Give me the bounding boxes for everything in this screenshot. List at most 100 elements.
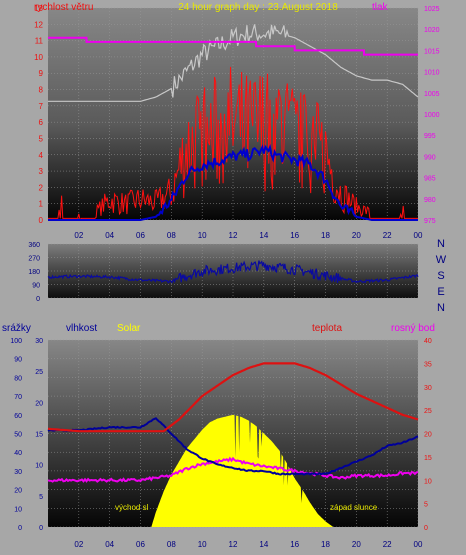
rain-tick-label: 30 [14, 469, 22, 476]
wind-speed-axis-title: rychlost větru [34, 2, 93, 13]
series-temperature [47, 362, 419, 433]
temperature-tick-label: 40 [424, 338, 432, 345]
rain-tick-label: 100 [10, 338, 22, 345]
x-tick-label: 20 [352, 231, 361, 240]
chart-title: 24 hour graph day : 23.August 2018 [178, 2, 338, 13]
x-tick-label: 08 [167, 540, 176, 549]
x-tick-label: 06 [136, 540, 145, 549]
x-tick-label: 04 [105, 540, 114, 549]
pressure-tick-label: 990 [424, 154, 436, 161]
x-tick-label: 14 [259, 540, 268, 549]
rain-tick-label: 0 [18, 525, 22, 532]
series-dewpoint [47, 456, 419, 483]
series-grey-trace [48, 24, 419, 102]
wind-speed-tick-label: 6 [39, 118, 44, 127]
x-tick-label: 10 [198, 231, 207, 240]
wind-speed-tick-label: 1 [39, 200, 44, 209]
x-tick-label: 16 [290, 231, 299, 240]
pressure-tick-label: 1010 [424, 70, 440, 77]
pressure-tick-label: 1000 [424, 112, 440, 119]
x-tick-label: 22 [383, 231, 392, 240]
x-tick-label: 12 [229, 540, 238, 549]
sunrise-label: východ sl [115, 503, 149, 512]
humidity-tick-label: 15 [35, 432, 43, 439]
humidity-tick-label: 30 [35, 338, 43, 345]
series-wind-direction [47, 260, 419, 284]
compass-w: W [436, 254, 447, 266]
rain-tick-label: 80 [14, 375, 22, 382]
pressure-tick-label: 985 [424, 176, 436, 183]
x-tick-label: 08 [167, 231, 176, 240]
series-wind-average [48, 143, 418, 221]
x-tick-label: 14 [259, 231, 268, 240]
humidity-tick-label: 20 [35, 400, 43, 407]
temperature-tick-label: 30 [424, 385, 432, 392]
rain-tick-label: 90 [14, 357, 22, 364]
temperature-tick-label: 5 [424, 502, 428, 509]
temperature-tick-label: 10 [424, 478, 432, 485]
direction-tick-label: 0 [36, 296, 40, 303]
wind-speed-tick-label: 2 [39, 183, 44, 192]
direction-tick-label: 270 [28, 256, 40, 263]
pressure-tick-label: 1020 [424, 27, 440, 34]
rain-tick-label: 70 [14, 394, 22, 401]
wind-speed-tick-label: 8 [39, 86, 44, 95]
wind-speed-tick-label: 13 [34, 4, 43, 13]
pressure-tick-label: 995 [424, 133, 436, 140]
wind-speed-tick-label: 10 [34, 53, 43, 62]
series-solar [151, 414, 334, 527]
x-tick-label: 18 [321, 231, 330, 240]
x-tick-label: 10 [198, 540, 207, 549]
wind-speed-tick-label: 5 [39, 134, 44, 143]
x-tick-label: 12 [229, 231, 238, 240]
rain-tick-label: 60 [14, 413, 22, 420]
rain-tick-label: 10 [14, 506, 22, 513]
rain-axis-title: srážky [2, 323, 31, 334]
pressure-tick-label: 1005 [424, 91, 440, 98]
x-tick-label: 20 [352, 540, 361, 549]
series-humidity [47, 417, 419, 476]
pressure-axis-title: tlak [372, 2, 389, 13]
temperature-tick-label: 20 [424, 432, 432, 439]
pressure-tick-label: 1025 [424, 6, 440, 13]
temperature-tick-label: 15 [424, 455, 432, 462]
humidity-axis-title: vlhkost [66, 323, 97, 334]
temperature-axis-title: teplota [312, 323, 342, 334]
x-tick-label: 16 [290, 540, 299, 549]
wind-speed-tick-label: 0 [39, 216, 44, 225]
direction-tick-label: 360 [28, 242, 40, 249]
sunset-label: západ slunce [330, 503, 378, 512]
direction-tick-label: 180 [28, 269, 40, 276]
temperature-tick-label: 25 [424, 408, 432, 415]
compass-n-bottom: N [437, 302, 445, 314]
pressure-tick-label: 980 [424, 197, 436, 204]
dewpoint-axis-title: rosný bod [391, 323, 435, 334]
pressure-tick-label: 975 [424, 218, 436, 225]
x-tick-label: 22 [383, 540, 392, 549]
rain-tick-label: 40 [14, 450, 22, 457]
pressure-tick-label: 1015 [424, 48, 440, 55]
rain-tick-label: 20 [14, 488, 22, 495]
wind-speed-tick-label: 12 [34, 20, 43, 29]
compass-s: S [437, 270, 444, 282]
compass-e: E [437, 286, 444, 298]
wind-speed-tick-label: 9 [39, 69, 44, 78]
wind-speed-tick-label: 7 [39, 102, 44, 111]
humidity-tick-label: 0 [39, 525, 43, 532]
x-tick-label: 00 [414, 540, 423, 549]
wind-speed-tick-label: 3 [39, 167, 44, 176]
humidity-tick-label: 5 [39, 494, 43, 501]
compass-n-top: N [437, 238, 445, 250]
temperature-tick-label: 35 [424, 361, 432, 368]
wind-speed-tick-label: 4 [39, 151, 44, 160]
direction-tick-label: 90 [32, 283, 40, 290]
x-tick-label: 00 [414, 231, 423, 240]
x-tick-label: 06 [136, 231, 145, 240]
x-tick-label: 02 [74, 231, 83, 240]
humidity-tick-label: 25 [35, 369, 43, 376]
solar-axis-title: Solar [117, 323, 141, 334]
series-pressure [48, 36, 418, 56]
x-tick-label: 02 [74, 540, 83, 549]
